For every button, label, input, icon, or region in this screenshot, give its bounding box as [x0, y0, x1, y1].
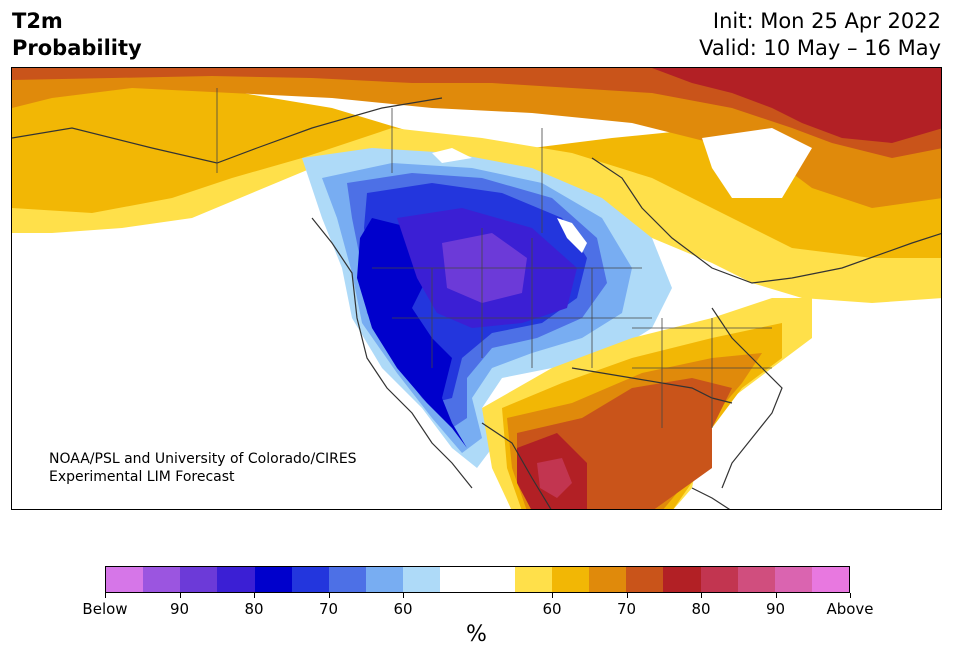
colorbar-swatch: [143, 567, 181, 592]
colorbar-tick-label: 90: [765, 600, 786, 618]
colorbar-swatch: [477, 567, 515, 592]
init-date: Init: Mon 25 Apr 2022: [712, 9, 941, 33]
hudson-bay: [702, 128, 812, 198]
region-below-70: [357, 218, 467, 448]
colorbar-swatch: [589, 567, 627, 592]
region-above-50-north: [12, 128, 941, 303]
colorbar-tick-label: 70: [616, 600, 637, 618]
colorbar-swatch: [626, 567, 664, 592]
title-line-type: Probability: [12, 36, 142, 60]
colorbar-unit: %: [466, 622, 487, 647]
forecast-dates: Init: Mon 25 Apr 2022 Valid: 10 May – 16…: [699, 8, 941, 62]
colorbar-tickmark: [105, 593, 106, 598]
credit-text: NOAA/PSL and University of Colorado/CIRE…: [49, 450, 357, 486]
colorbar-tickmark: [254, 593, 255, 598]
region-above-85-greenland: [652, 68, 941, 143]
colorbar-swatch: [551, 567, 590, 592]
colorbar-tick-label: 80: [691, 600, 711, 618]
colorbar-swatch: [366, 567, 404, 592]
colorbar-swatch: [774, 567, 812, 592]
credit-line-1: NOAA/PSL and University of Colorado/CIRE…: [49, 451, 357, 467]
region-above-80-north: [12, 68, 941, 158]
colorbar-swatch: [217, 567, 255, 592]
colorbar-swatch: [291, 567, 329, 592]
colorbar-tick-label: 60: [393, 600, 413, 618]
colorbar-tickmark: [403, 593, 404, 598]
state-borders: [216, 88, 772, 428]
probability-map: [12, 68, 941, 509]
colorbar-tickmark: [850, 593, 851, 598]
colorbar-tick-label: 70: [318, 600, 339, 618]
colorbar-tickmark: [179, 593, 181, 598]
colorbar-swatch: [440, 567, 478, 592]
colorbar-swatch: [328, 567, 367, 592]
colorbar-swatch: [663, 567, 701, 592]
colorbar-tick-label: 80: [244, 600, 264, 618]
region-above-85-texas: [537, 458, 572, 498]
colorbar-tick-label: 60: [542, 600, 562, 618]
colorbar-swatch: [180, 567, 218, 592]
title-line-variable: T2m: [12, 9, 63, 33]
colorbar-tickmark: [775, 593, 777, 598]
coastlines: [12, 97, 941, 509]
valid-range: Valid: 10 May – 16 May: [699, 36, 941, 60]
colorbar-tickmark: [552, 593, 553, 598]
colorbar-tick-label: Below: [82, 600, 128, 618]
colorbar-swatch: [700, 567, 738, 592]
colorbar: [105, 566, 850, 593]
colorbar-swatch: [254, 567, 292, 592]
lake-winnipeg: [432, 148, 472, 163]
colorbar-tick-label: Above: [826, 600, 874, 618]
colorbar-swatch: [403, 567, 441, 592]
great-lakes: [557, 218, 587, 253]
colorbar-swatch: [737, 567, 775, 592]
colorbar-tickmark: [626, 593, 628, 598]
colorbar-swatch: [514, 567, 552, 592]
credit-line-2: Experimental LIM Forecast: [49, 469, 235, 485]
map-panel: [11, 67, 942, 510]
colorbar-tick-label: 90: [169, 600, 190, 618]
map-title: T2m Probability: [12, 8, 142, 62]
colorbar-swatch: [811, 567, 850, 592]
colorbar-tickmark: [701, 593, 702, 598]
colorbar-swatch: [106, 567, 144, 592]
colorbar-tickmark: [328, 593, 330, 598]
